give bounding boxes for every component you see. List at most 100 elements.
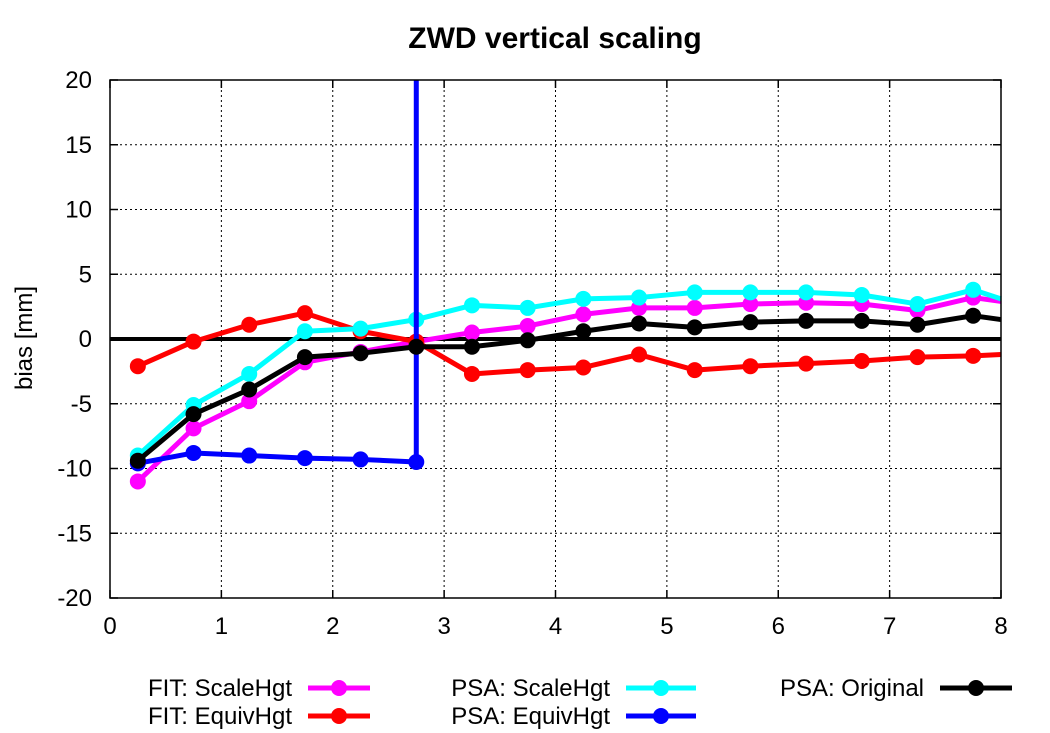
data-point xyxy=(853,353,870,370)
data-point xyxy=(296,305,313,322)
data-point xyxy=(296,323,313,340)
legend-label: PSA: ScaleHgt xyxy=(451,675,610,702)
data-point xyxy=(965,281,982,298)
series-psa-scalehgt xyxy=(129,281,1002,464)
y-tick-label: 0 xyxy=(79,326,92,353)
legend-label: FIT: ScaleHgt xyxy=(148,675,292,702)
legend-swatch-marker xyxy=(968,680,984,696)
x-tick-label: 8 xyxy=(994,613,1007,640)
data-point xyxy=(575,323,592,340)
legend-label: FIT: EquivHgt xyxy=(148,703,292,730)
data-point xyxy=(519,318,536,335)
data-point xyxy=(909,316,926,333)
grid-lines xyxy=(110,80,1001,598)
series-psa-equivhgt xyxy=(129,80,425,472)
data-point xyxy=(631,315,648,332)
data-point xyxy=(129,358,146,375)
data-point xyxy=(798,312,815,329)
data-point xyxy=(352,320,369,337)
x-tick-label: 5 xyxy=(660,613,673,640)
data-point xyxy=(519,299,536,316)
data-point xyxy=(575,306,592,323)
data-point xyxy=(241,393,258,410)
data-point xyxy=(909,349,926,366)
data-point xyxy=(686,284,703,301)
data-point xyxy=(686,362,703,379)
y-tick-label: 10 xyxy=(65,197,92,224)
data-point xyxy=(853,286,870,303)
series-line xyxy=(136,295,1002,484)
legend-item: PSA: Original xyxy=(780,675,1012,702)
data-point xyxy=(185,333,202,350)
axis-ticks: 0 1 2 3 4 5 6 7 8 20 15 10 5 0 -5 -10 -15 -20 xyxy=(57,67,1007,640)
x-tick-label: 6 xyxy=(772,613,785,640)
data-point xyxy=(408,454,425,471)
legend-swatch-marker xyxy=(331,680,347,696)
legend-item: FIT: EquivHgt xyxy=(148,703,370,730)
data-point xyxy=(686,319,703,336)
data-point xyxy=(631,346,648,363)
x-tick-label: 0 xyxy=(103,613,116,640)
data-point xyxy=(463,365,480,382)
data-point xyxy=(742,314,759,331)
data-point xyxy=(742,284,759,301)
data-point xyxy=(798,284,815,301)
plot-frame xyxy=(109,79,1002,599)
y-tick-label: -10 xyxy=(57,456,92,483)
legend-swatch-marker xyxy=(653,680,669,696)
data-point xyxy=(129,452,146,469)
series-group xyxy=(129,80,1002,490)
legend-swatch-marker xyxy=(653,708,669,724)
x-tick-label: 2 xyxy=(326,613,339,640)
data-point xyxy=(185,444,202,461)
x-tick-label: 3 xyxy=(437,613,450,640)
data-point xyxy=(241,381,258,398)
data-point xyxy=(185,420,202,437)
data-point xyxy=(853,312,870,329)
legend-label: PSA: EquivHgt xyxy=(451,703,610,730)
y-tick-label: -20 xyxy=(57,585,92,612)
data-point xyxy=(742,296,759,313)
x-tick-label: 4 xyxy=(549,613,562,640)
data-point xyxy=(798,355,815,372)
data-point xyxy=(352,451,369,468)
data-point xyxy=(185,406,202,423)
data-point xyxy=(129,473,146,490)
data-point xyxy=(519,362,536,379)
data-point xyxy=(241,365,258,382)
y-axis-label: bias [mm] xyxy=(11,286,38,390)
data-point xyxy=(241,316,258,333)
y-tick-label: 5 xyxy=(79,261,92,288)
data-point xyxy=(241,447,258,464)
data-point xyxy=(408,338,425,355)
legend-item: FIT: ScaleHgt xyxy=(148,675,370,702)
data-point xyxy=(965,307,982,324)
data-point xyxy=(463,324,480,341)
data-point xyxy=(575,359,592,376)
data-point xyxy=(909,296,926,313)
series-line xyxy=(137,450,417,466)
chart-title: ZWD vertical scaling xyxy=(408,22,701,55)
x-tick-label: 7 xyxy=(883,613,896,640)
data-point xyxy=(575,290,592,307)
data-point xyxy=(631,289,648,306)
legend-item: PSA: EquivHgt xyxy=(451,703,696,730)
series-psa-original xyxy=(129,307,1002,469)
y-tick-label: -15 xyxy=(57,520,92,547)
data-point xyxy=(352,345,369,362)
data-point xyxy=(965,347,982,364)
y-tick-label: 15 xyxy=(65,132,92,159)
data-point xyxy=(742,358,759,375)
series-line xyxy=(136,287,1002,458)
x-tick-label: 1 xyxy=(215,613,228,640)
data-point xyxy=(686,299,703,316)
data-point xyxy=(296,450,313,467)
legend-item: PSA: ScaleHgt xyxy=(451,675,696,702)
y-tick-label: 20 xyxy=(65,67,92,94)
data-point xyxy=(519,332,536,349)
y-tick-label: -5 xyxy=(71,391,92,418)
legend-swatch-marker xyxy=(331,708,347,724)
data-point xyxy=(296,349,313,366)
